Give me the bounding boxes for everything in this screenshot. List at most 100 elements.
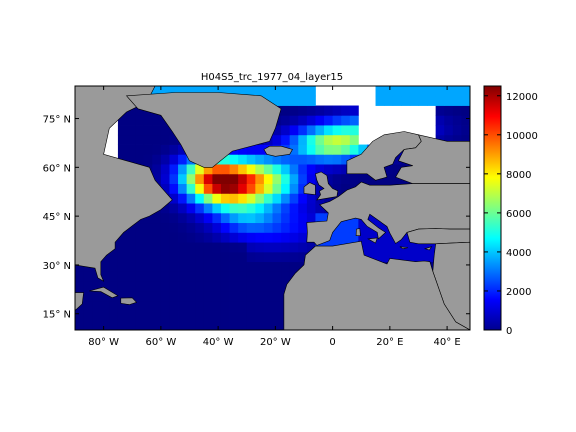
field-cell xyxy=(75,310,84,321)
field-cell xyxy=(263,251,273,263)
field-cell xyxy=(246,203,256,214)
field-cell xyxy=(246,212,256,224)
field-cell xyxy=(384,173,394,184)
field-cell xyxy=(178,222,188,233)
field-cell xyxy=(92,290,102,302)
field-cell xyxy=(263,290,273,302)
field-cell xyxy=(126,281,136,292)
field-cell xyxy=(341,134,351,145)
x-tick-label: 0 xyxy=(329,337,335,348)
field-cell xyxy=(366,212,376,224)
field-cell xyxy=(212,251,222,263)
field-cell xyxy=(281,115,291,126)
field-cell xyxy=(229,300,239,311)
field-cell xyxy=(135,271,145,282)
field-cell xyxy=(220,164,230,175)
colorbar-tick-label: 6000 xyxy=(506,209,531,220)
map-area xyxy=(75,86,470,330)
field-cell xyxy=(203,261,213,272)
field-cell xyxy=(298,183,308,194)
field-cell xyxy=(444,95,454,106)
field-cell xyxy=(246,173,256,184)
field-cell xyxy=(238,86,248,97)
field-cell xyxy=(203,222,213,233)
field-cell xyxy=(152,86,162,97)
field-cell xyxy=(126,320,136,330)
field-cell xyxy=(152,164,162,175)
field-cell xyxy=(281,164,291,175)
land-italy-islands xyxy=(355,228,361,236)
y-tick-label: 45° N xyxy=(43,212,71,223)
field-cell xyxy=(169,203,179,214)
field-cell xyxy=(229,154,239,165)
field-cell xyxy=(255,261,265,272)
field-cell xyxy=(186,222,196,233)
field-cell xyxy=(427,95,437,106)
field-cell xyxy=(152,144,162,155)
x-tick-label: 20° E xyxy=(376,337,403,348)
field-cell xyxy=(401,95,411,106)
field-cell xyxy=(461,105,470,116)
x-axis: 80° W 60° W 40° W 20° W 0 20° E 40° E xyxy=(88,86,461,348)
field-cell xyxy=(332,115,342,126)
field-cell xyxy=(246,222,256,233)
field-cell xyxy=(255,242,265,253)
field-cell xyxy=(281,242,291,253)
field-cell xyxy=(246,183,256,194)
field-cell xyxy=(349,125,359,136)
field-cell xyxy=(289,242,299,253)
field-cell xyxy=(392,86,402,97)
land-hispaniola xyxy=(120,297,138,305)
field-cell xyxy=(143,222,153,233)
field-cell xyxy=(289,212,299,224)
field-cell xyxy=(289,125,299,136)
field-cell xyxy=(109,271,119,282)
field-cell xyxy=(366,232,376,243)
field-cell xyxy=(238,232,248,243)
field-cell xyxy=(195,222,205,233)
field-cell xyxy=(306,173,316,184)
field-cell xyxy=(238,281,248,292)
field-cell xyxy=(315,154,325,165)
field-cell xyxy=(143,125,153,136)
field-cell xyxy=(135,281,145,292)
field-cell xyxy=(117,144,127,155)
field-cell xyxy=(109,261,119,272)
field-cell xyxy=(229,281,239,292)
field-cell xyxy=(255,271,265,282)
field-cell xyxy=(160,86,170,97)
field-cell xyxy=(92,271,102,282)
field-cell xyxy=(178,193,188,204)
field-cell xyxy=(186,281,196,292)
y-axis: 15° N 30° N 45° N 60° N 75° N xyxy=(43,115,470,321)
field-cell xyxy=(203,290,213,302)
field-cell xyxy=(117,134,127,145)
field-cell xyxy=(195,290,205,302)
field-cell xyxy=(306,125,316,136)
field-cell xyxy=(255,173,265,184)
field-cell xyxy=(461,115,470,126)
field-cell xyxy=(452,115,462,126)
field-cell xyxy=(281,212,291,224)
field-cell xyxy=(263,300,273,311)
field-cell xyxy=(212,212,222,224)
field-cell xyxy=(186,164,196,175)
field-cell xyxy=(220,290,230,302)
field-cell xyxy=(195,320,205,330)
field-cell xyxy=(238,290,248,302)
field-cell xyxy=(126,105,136,116)
field-cell xyxy=(461,95,470,106)
map-frame xyxy=(74,85,471,331)
field-cell xyxy=(186,251,196,263)
field-cell xyxy=(169,242,179,253)
field-cell xyxy=(229,261,239,272)
field-cell xyxy=(281,251,291,263)
field-cell xyxy=(160,271,170,282)
field-cell xyxy=(246,290,256,302)
field-cell xyxy=(229,242,239,253)
field-cell xyxy=(281,105,291,116)
field-cell xyxy=(83,271,93,282)
field-cell xyxy=(238,144,248,155)
field-cell xyxy=(143,212,153,224)
